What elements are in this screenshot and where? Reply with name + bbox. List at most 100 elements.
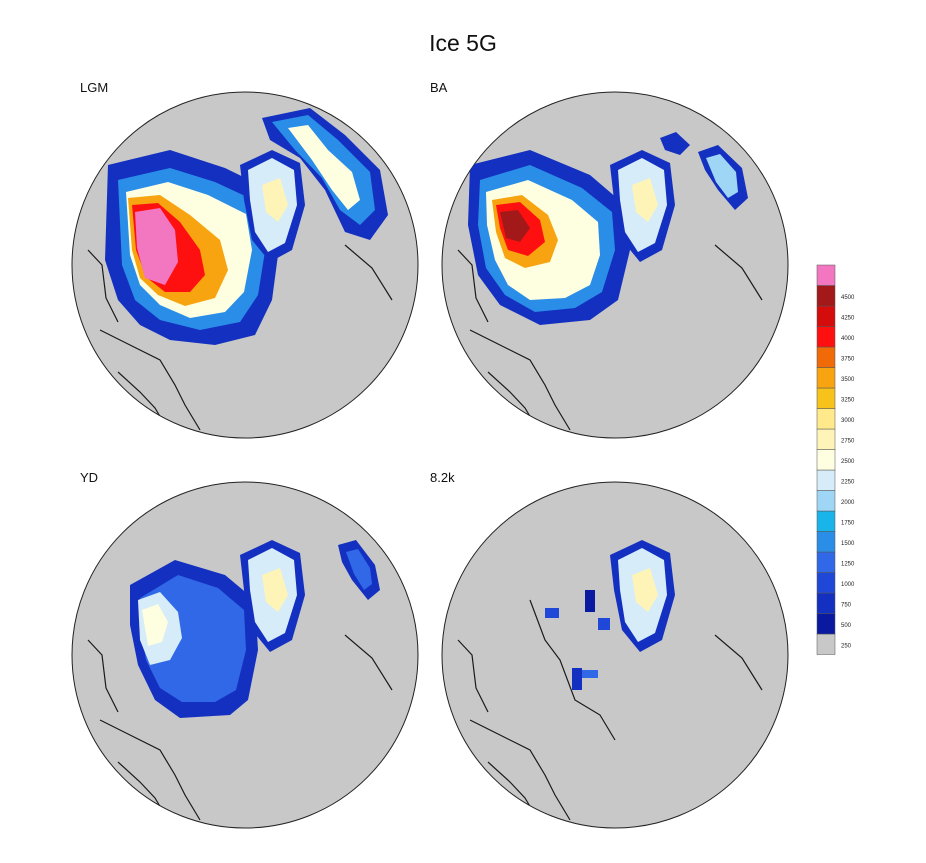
greenland-ice-light bbox=[618, 158, 667, 252]
residual-ice-patch bbox=[585, 590, 595, 612]
colorbar-tick-label: 4500 bbox=[841, 295, 855, 301]
colorbar-swatch bbox=[816, 633, 836, 655]
colorbar-swatch bbox=[816, 531, 836, 553]
fennoscandia-ice-mid bbox=[272, 115, 375, 225]
panel-label-yd: YD bbox=[80, 470, 99, 485]
barents-ice bbox=[660, 132, 690, 155]
coastline bbox=[529, 599, 616, 741]
colorbar-tick-label: 1000 bbox=[841, 582, 855, 588]
colorbar-tick-label: 3750 bbox=[841, 356, 855, 362]
colorbar-tick-label: 250 bbox=[841, 643, 852, 649]
colorbar-swatch bbox=[816, 387, 836, 409]
colorbar-tick-label: 1500 bbox=[841, 541, 855, 547]
fennoscandia-ice-light bbox=[288, 125, 360, 210]
colorbar-swatch bbox=[816, 285, 836, 307]
figure-title: Ice 5G bbox=[429, 30, 497, 56]
ocean-disc bbox=[441, 91, 789, 439]
laurentide-ice-red bbox=[496, 202, 545, 256]
panel-label-ba: BA bbox=[430, 80, 448, 95]
greenland-ice-outer bbox=[610, 150, 675, 262]
ocean-disc bbox=[71, 481, 419, 829]
coastline bbox=[469, 329, 571, 431]
coastline bbox=[117, 371, 169, 431]
colorbar-tick-label: 4250 bbox=[841, 315, 855, 321]
colorbar-swatch bbox=[816, 305, 836, 327]
panel-label-8-2k: 8.2k bbox=[430, 470, 455, 485]
colorbar-swatch bbox=[816, 264, 836, 286]
laurentide-ice-outer bbox=[105, 150, 280, 345]
laurentide-ice-light bbox=[138, 592, 182, 665]
coastline bbox=[714, 634, 763, 691]
laurentide-ice-red bbox=[132, 203, 205, 292]
colorbar-tick-label: 3500 bbox=[841, 377, 855, 383]
greenland-ice-outer bbox=[240, 150, 305, 262]
colorbar-swatch bbox=[816, 428, 836, 450]
ocean-disc bbox=[71, 91, 419, 439]
greenland-ice-outer bbox=[240, 540, 305, 652]
coastline bbox=[764, 149, 786, 216]
laurentide-ice-outer bbox=[130, 560, 258, 718]
laurentide-ice-light bbox=[486, 180, 600, 300]
greenland-ice-light bbox=[248, 548, 297, 642]
laurentide-ice-mid bbox=[118, 168, 266, 330]
colorbar-tick-label: 4000 bbox=[841, 336, 855, 342]
laurentide-ice-orange bbox=[492, 195, 558, 268]
fennoscandia-ice-light bbox=[346, 549, 372, 590]
coastline bbox=[87, 639, 119, 713]
colorbar-swatch bbox=[816, 551, 836, 573]
laurentide-ice-center bbox=[142, 604, 168, 646]
laurentide-ice-peak bbox=[135, 208, 178, 285]
colorbar-tick-label: 2250 bbox=[841, 479, 855, 485]
laurentide-ice-darkred bbox=[500, 210, 530, 242]
coastline bbox=[714, 244, 763, 301]
ocean-disc bbox=[441, 481, 789, 829]
colorbar-tick-label: 2750 bbox=[841, 438, 855, 444]
residual-ice-patch bbox=[545, 608, 559, 618]
colorbar-swatch bbox=[816, 469, 836, 491]
greenland-ice-center bbox=[262, 568, 288, 612]
greenland-ice-center bbox=[632, 178, 658, 222]
residual-ice-patch bbox=[572, 668, 582, 690]
colorbar-swatch bbox=[816, 326, 836, 348]
colorbar-tick-label: 2000 bbox=[841, 500, 855, 506]
residual-ice-patch bbox=[598, 618, 610, 630]
coastline bbox=[764, 539, 786, 606]
coastline bbox=[394, 539, 416, 606]
colorbar-tick-label: 2500 bbox=[841, 459, 855, 465]
greenland-ice-outer bbox=[610, 540, 675, 652]
coastline bbox=[457, 639, 489, 713]
colorbar-tick-label: 3000 bbox=[841, 418, 855, 424]
colorbar-tick-label: 1750 bbox=[841, 520, 855, 526]
coastline bbox=[457, 249, 489, 323]
colorbar-swatch bbox=[816, 510, 836, 532]
colorbar-swatch bbox=[816, 408, 836, 430]
colorbar-tick-label: 500 bbox=[841, 623, 852, 629]
coastline bbox=[469, 719, 571, 821]
panel-label-lgm: LGM bbox=[80, 80, 109, 95]
laurentide-ice-mid bbox=[478, 165, 615, 312]
greenland-ice-light bbox=[248, 158, 297, 252]
colorbar-swatch bbox=[816, 613, 836, 635]
coastline bbox=[99, 719, 201, 821]
laurentide-ice-orange bbox=[128, 195, 228, 306]
coastline bbox=[344, 244, 393, 301]
laurentide-ice-outer bbox=[468, 150, 630, 325]
laurentide-ice-light bbox=[126, 182, 252, 318]
coastline bbox=[87, 249, 119, 323]
colorbar: 250 500 750 1000 1250 1500 1750 2000 2250 2500 275… bbox=[816, 264, 855, 655]
colorbar-swatch bbox=[816, 592, 836, 614]
coastline bbox=[394, 149, 416, 216]
residual-ice-patch bbox=[582, 670, 598, 678]
colorbar-swatch bbox=[816, 367, 836, 389]
colorbar-tick-label: 1250 bbox=[841, 561, 855, 567]
coastline bbox=[344, 634, 393, 691]
colorbar-tick-label: 750 bbox=[841, 602, 852, 608]
colorbar-tick-label: 3250 bbox=[841, 397, 855, 403]
colorbar-swatch bbox=[816, 490, 836, 512]
coastline bbox=[487, 761, 539, 821]
colorbar-swatch bbox=[816, 572, 836, 594]
fennoscandia-ice-outer bbox=[262, 108, 388, 240]
